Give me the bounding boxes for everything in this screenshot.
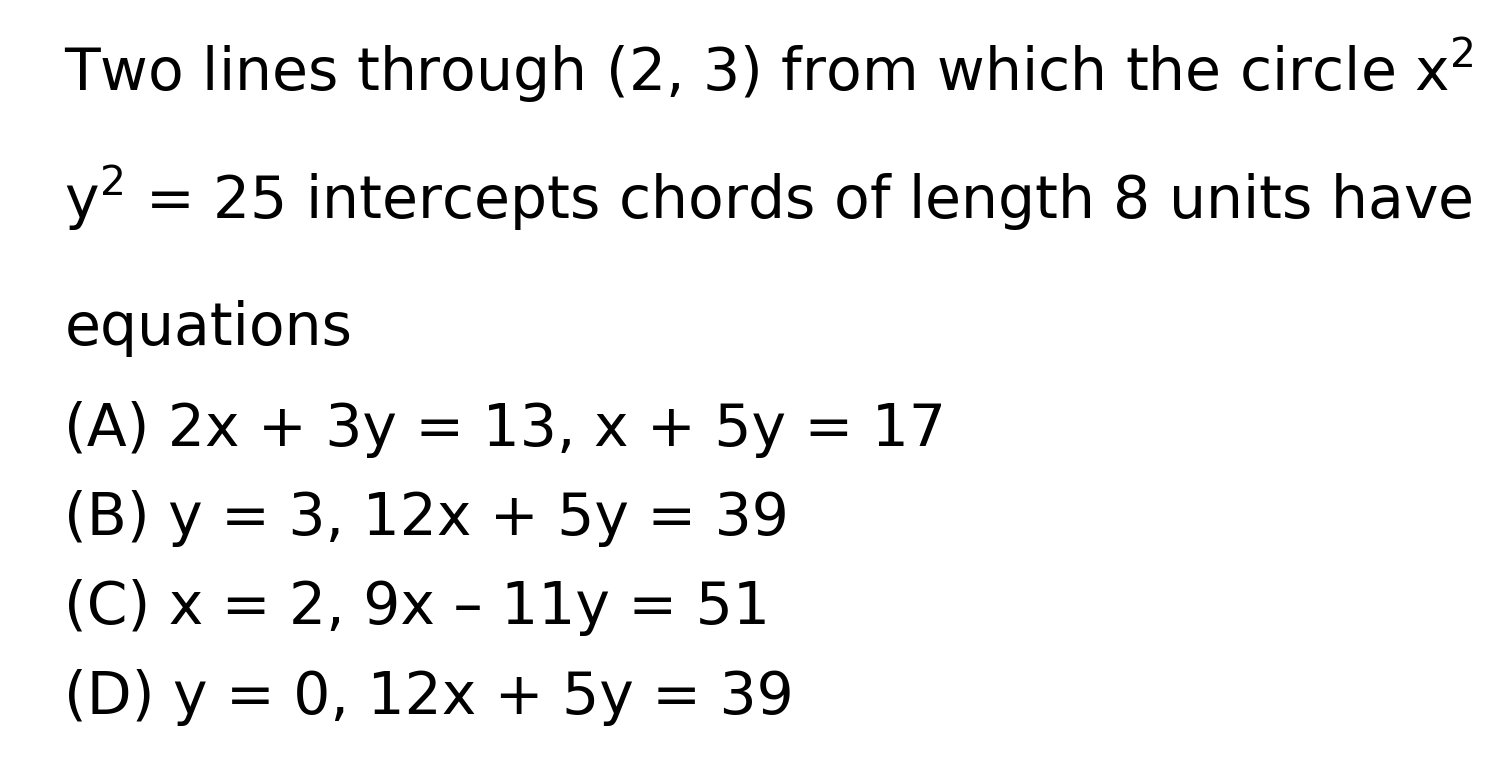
Text: equations: equations	[64, 300, 352, 357]
Text: (C) x = 2, 9x – 11y = 51: (C) x = 2, 9x – 11y = 51	[64, 580, 771, 636]
Text: Two lines through (2, 3) from which the circle x$^2$ +: Two lines through (2, 3) from which the …	[64, 36, 1500, 105]
Text: (B) y = 3, 12x + 5y = 39: (B) y = 3, 12x + 5y = 39	[64, 490, 789, 547]
Text: y$^2$ = 25 intercepts chords of length 8 units have: y$^2$ = 25 intercepts chords of length 8…	[64, 164, 1473, 233]
Text: (A) 2x + 3y = 13, x + 5y = 17: (A) 2x + 3y = 13, x + 5y = 17	[64, 401, 946, 458]
Text: (D) y = 0, 12x + 5y = 39: (D) y = 0, 12x + 5y = 39	[64, 669, 795, 726]
